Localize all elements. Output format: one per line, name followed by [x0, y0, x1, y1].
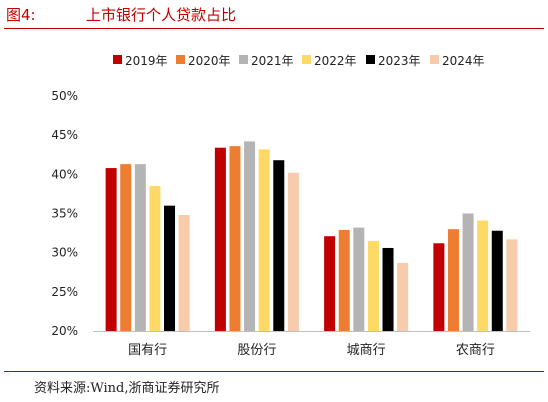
figure-label: 图4:	[6, 6, 36, 24]
bar	[338, 229, 350, 331]
source-note: 资料来源:Wind,浙商证券研究所	[34, 381, 220, 396]
bar	[164, 205, 176, 331]
bar	[462, 213, 474, 331]
bar	[120, 164, 132, 331]
bar	[324, 236, 336, 331]
legend-swatch	[176, 55, 185, 64]
figure-header: 图4: 上市银行个人贷款占比	[0, 0, 548, 30]
bar	[353, 227, 365, 331]
bar	[506, 239, 518, 331]
bar	[244, 141, 256, 331]
y-tick-label: 35%	[51, 207, 78, 221]
y-tick-label: 30%	[51, 246, 78, 260]
category-label: 城商行	[347, 343, 386, 358]
bar	[477, 220, 489, 331]
legend-swatch	[430, 55, 439, 64]
y-tick-label: 40%	[51, 167, 78, 181]
chart-legend: 2019年 2020年 2021年 2022年 2023年 2024年	[0, 52, 548, 68]
category-label: 国有行	[128, 343, 167, 358]
bar	[382, 247, 394, 331]
y-tick-label: 25%	[51, 285, 78, 299]
legend-label: 2019年	[125, 54, 168, 68]
bar	[178, 215, 190, 331]
bar	[229, 146, 241, 331]
bar	[491, 230, 503, 331]
bar	[433, 243, 445, 331]
header-divider	[4, 28, 544, 29]
category-label: 股份行	[237, 343, 276, 358]
legend-swatch	[366, 55, 375, 64]
source-divider	[4, 371, 544, 372]
bar	[105, 168, 117, 331]
y-tick-label: 50%	[51, 89, 78, 103]
legend-label: 2022年	[314, 54, 357, 68]
legend-label: 2020年	[188, 54, 231, 68]
bar	[367, 240, 379, 331]
legend-label: 2024年	[442, 54, 485, 68]
bar	[134, 164, 146, 331]
bar	[397, 262, 409, 331]
legend-label: 2023年	[378, 54, 421, 68]
y-tick-label: 45%	[51, 128, 78, 142]
legend-swatch	[113, 55, 122, 64]
bar	[273, 160, 285, 331]
bar	[287, 172, 299, 331]
legend-swatch	[239, 55, 248, 64]
bar	[214, 147, 226, 331]
bar	[447, 229, 459, 331]
bar	[149, 186, 161, 331]
y-tick-label: 20%	[51, 324, 78, 338]
bar	[258, 149, 270, 331]
chart-title: 上市银行个人贷款占比	[86, 6, 237, 24]
legend-swatch	[302, 55, 311, 64]
legend-label: 2021年	[251, 54, 294, 68]
category-label: 农商行	[456, 343, 495, 358]
